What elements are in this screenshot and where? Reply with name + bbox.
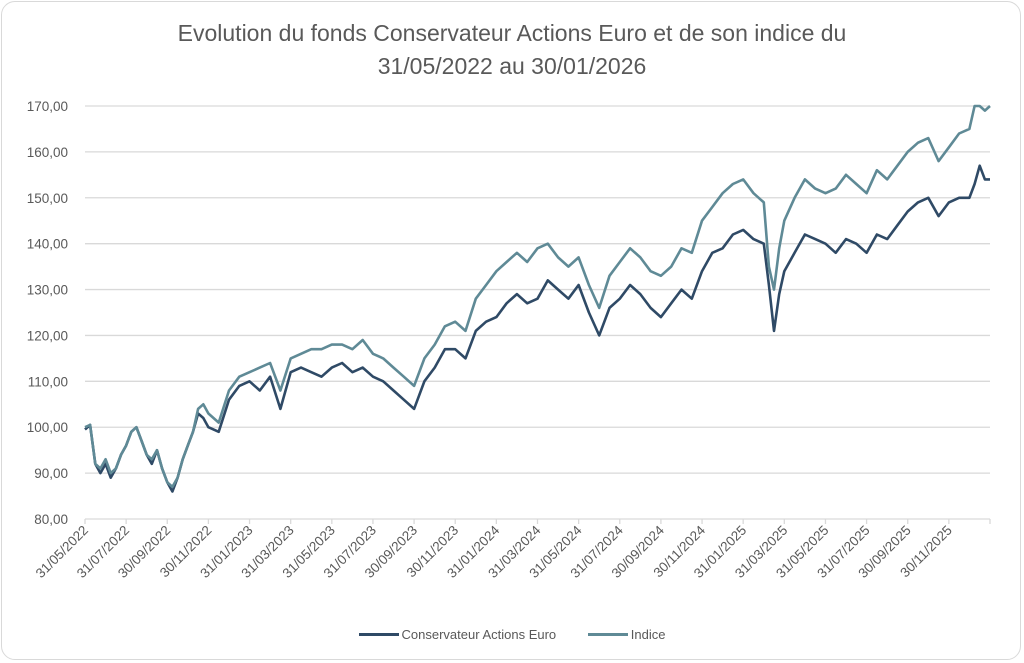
chart-title: Evolution du fonds Conservateur Actions … [0,17,1024,83]
legend-swatch-fund [358,633,399,636]
legend-label-fund: Conservateur Actions Euro [401,627,557,642]
legend: Conservateur Actions Euro Indice [0,624,1024,642]
y-tick-label: 100,00 [27,420,68,435]
chart-title-line-2: 31/05/2022 au 30/01/2026 [377,53,647,79]
series-line-fund [84,164,990,493]
y-tick-label: 150,00 [27,191,68,206]
y-tick-label: 160,00 [27,145,68,160]
y-axis: 80,00 90,00 100,00 110,00 120,00 130,00 140,00… [27,99,68,527]
legend-swatch-index [587,633,628,636]
legend-label-index: Indice [630,627,666,642]
y-tick-label: 120,00 [27,328,68,343]
chart-title-line-1: Evolution du fonds Conservateur Actions … [177,20,847,46]
series-lines [84,104,991,493]
legend-item-index: Indice [587,627,666,642]
y-tick-label: 130,00 [27,283,68,298]
gridlines [85,105,990,520]
y-tick-label: 80,00 [34,512,68,527]
y-tick-label: 170,00 [27,99,68,114]
x-axis: 31/05/202231/07/202230/09/202230/11/2022… [33,519,991,581]
series-line-index [84,104,991,489]
legend-item-fund: Conservateur Actions Euro [358,627,557,642]
y-tick-label: 140,00 [27,237,68,252]
y-tick-label: 90,00 [34,466,68,481]
y-tick-label: 110,00 [28,374,68,389]
